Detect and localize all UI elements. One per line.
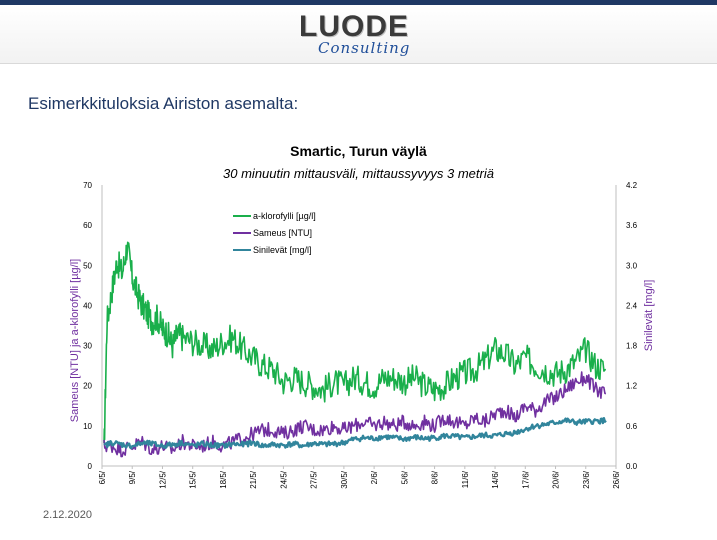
legend-entry: Sameus [NTU] xyxy=(253,228,312,238)
x-tick-label: 5/6/ xyxy=(400,470,409,484)
legend-entry: a-klorofylli [µg/l] xyxy=(253,211,316,221)
y-axis-title: Sameus [NTU] ja a-klorofylli [µg/l] xyxy=(69,259,81,422)
x-tick-label: 24/5/ xyxy=(279,470,288,489)
y-tick-label: 40 xyxy=(83,301,92,310)
logo-subtitle: Consulting xyxy=(318,39,411,57)
top-accent-bar xyxy=(0,0,717,5)
x-tick-label: 26/6/ xyxy=(612,470,621,489)
y-tick-label: 50 xyxy=(83,261,92,270)
x-tick-label: 11/6/ xyxy=(461,470,470,488)
x-tick-label: 2/6/ xyxy=(370,470,379,484)
y2-tick-label: 3.0 xyxy=(626,261,638,270)
y-tick-label: 30 xyxy=(83,342,92,351)
x-tick-label: 20/6/ xyxy=(552,470,561,489)
logo-wordmark: LUODE xyxy=(299,10,409,43)
y2-tick-label: 4.2 xyxy=(626,181,638,190)
x-tick-label: 23/6/ xyxy=(582,470,591,489)
x-tick-label: 9/5/ xyxy=(128,470,137,484)
y2-tick-label: 2.4 xyxy=(626,301,638,310)
x-tick-label: 15/5/ xyxy=(189,470,198,489)
y2-tick-label: 3.6 xyxy=(626,221,638,230)
y2-tick-label: 1.8 xyxy=(626,342,638,351)
y2-axis-title: Sinilevät [mg/l] xyxy=(643,280,655,352)
y-tick-label: 0 xyxy=(88,462,93,471)
x-tick-label: 21/5/ xyxy=(249,470,258,489)
series-line-3 xyxy=(103,417,607,450)
x-tick-label: 30/5/ xyxy=(340,470,349,489)
x-tick-label: 14/6/ xyxy=(491,470,500,489)
legend-entry: Sinilevät [mg/l] xyxy=(253,245,312,255)
header-band xyxy=(0,5,717,64)
y-tick-label: 60 xyxy=(83,221,92,230)
company-logo: LUODE Consulting xyxy=(292,8,432,60)
series-line-1 xyxy=(103,241,606,444)
y2-tick-label: 1.2 xyxy=(626,382,638,391)
x-tick-label: 18/5/ xyxy=(219,470,228,489)
x-tick-label: 17/6/ xyxy=(521,470,530,489)
chart-title: Smartic, Turun väylä xyxy=(290,143,427,159)
y-tick-label: 10 xyxy=(83,422,92,431)
y2-tick-label: 0.0 xyxy=(626,462,638,471)
x-tick-label: 27/5/ xyxy=(310,470,319,489)
x-tick-label: 8/6/ xyxy=(431,470,440,484)
y2-tick-label: 0.6 xyxy=(626,422,638,431)
footer-date: 2.12.2020 xyxy=(43,509,92,521)
y-tick-label: 70 xyxy=(83,181,92,190)
y-tick-label: 20 xyxy=(83,382,92,391)
chart-subtitle: 30 minuutin mittausväli, mittaussyvyys 3… xyxy=(223,166,494,181)
page-title: Esimerkkituloksia Airiston asemalta: xyxy=(28,94,299,113)
x-tick-label: 6/5/ xyxy=(98,470,107,484)
x-tick-label: 12/5/ xyxy=(158,470,167,489)
